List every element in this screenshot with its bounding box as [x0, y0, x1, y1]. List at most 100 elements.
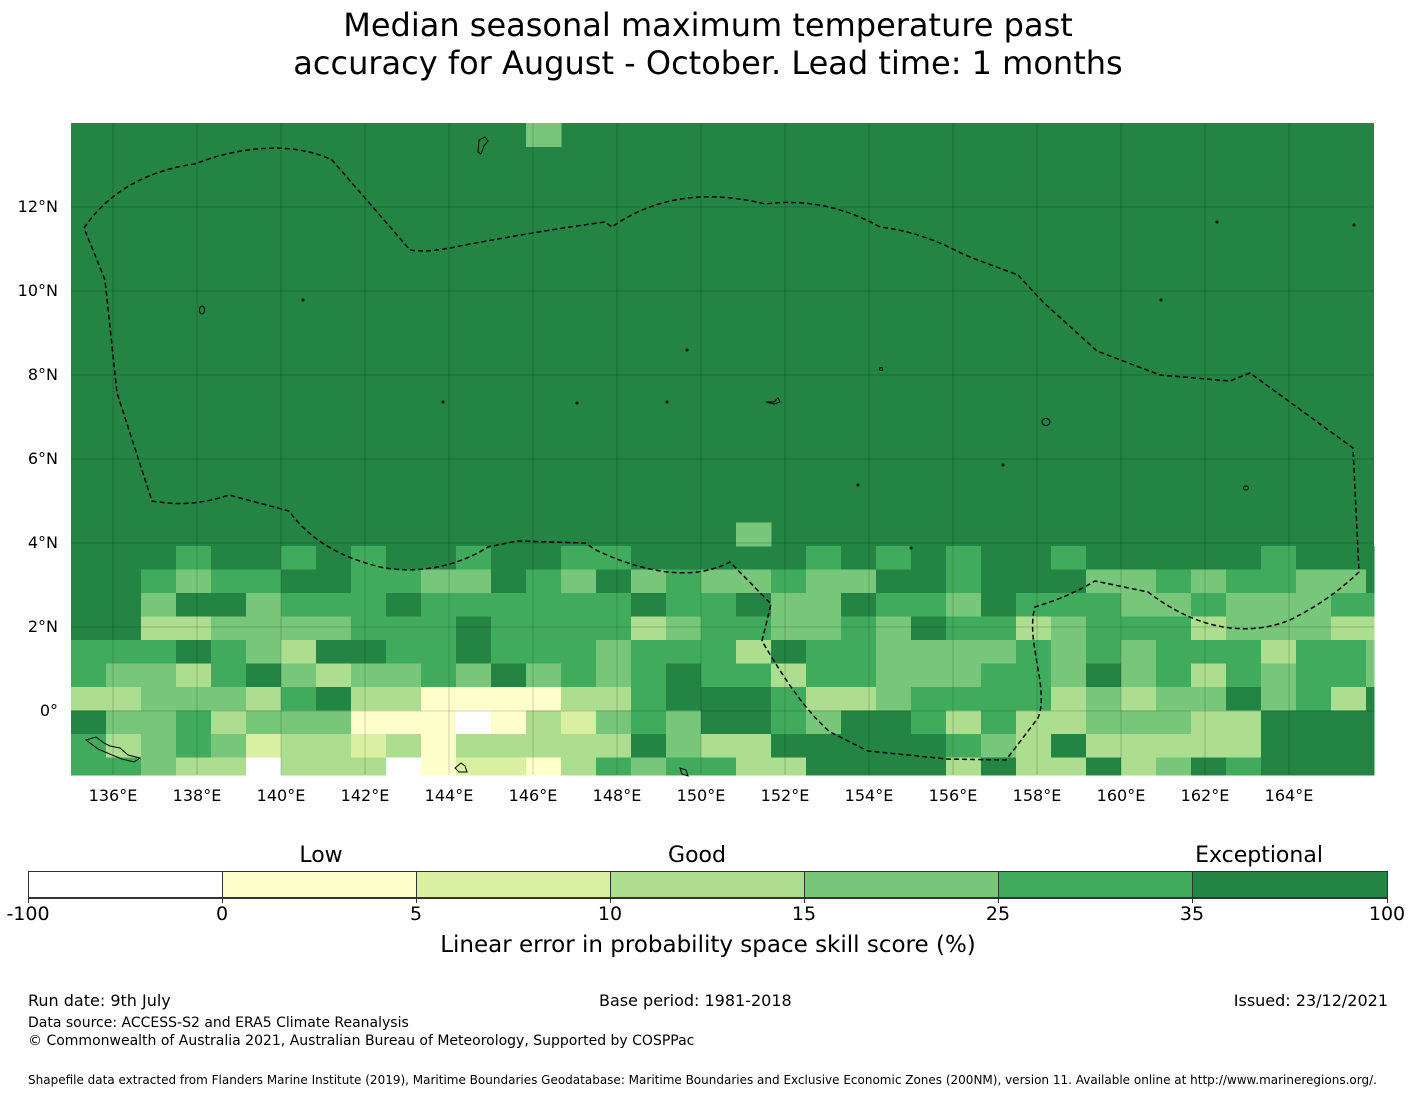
skill-cell: [666, 757, 702, 776]
skill-cell: [141, 569, 177, 594]
skill-cell: [736, 593, 772, 617]
skill-cell: [876, 546, 912, 570]
lat-label: 10°N: [17, 281, 58, 300]
colorbar-tick-label: 100: [1368, 903, 1406, 925]
skill-cell: [1261, 640, 1297, 664]
colorbar-swatch: [804, 871, 999, 898]
skill-cell: [666, 734, 702, 758]
skill-cell: [771, 616, 807, 641]
skill-cell: [526, 687, 562, 711]
skill-cell: [876, 569, 912, 594]
skill-cell: [841, 569, 877, 594]
skill-cell: [736, 710, 772, 735]
skill-cell: [1226, 757, 1262, 776]
skill-cell: [876, 757, 912, 776]
skill-cell: [386, 734, 422, 758]
skill-cell: [631, 734, 667, 758]
skill-cell: [1331, 546, 1367, 570]
lon-label: 144°E: [424, 786, 474, 805]
lon-label: 140°E: [256, 786, 306, 805]
skill-cell: [596, 710, 632, 735]
skill-cell: [176, 546, 212, 570]
colorbar-tick-label: 25: [985, 903, 1011, 925]
skill-cell: [1016, 663, 1052, 688]
skill-cell: [841, 734, 877, 758]
skill-cell: [1191, 710, 1227, 735]
skill-cell: [106, 710, 142, 735]
skill-cell: [701, 546, 737, 570]
skill-cell: [351, 710, 387, 735]
skill-cell: [1226, 734, 1262, 758]
skill-cell: [491, 546, 527, 570]
skill-cell: [631, 616, 667, 641]
skill-cell: [491, 687, 527, 711]
skill-cell: [421, 710, 457, 735]
skill-cell: [666, 616, 702, 641]
skill-cell: [596, 734, 632, 758]
skill-cell: [1121, 593, 1157, 617]
skill-cell: [631, 663, 667, 688]
skill-cell: [281, 616, 317, 641]
skill-cell: [386, 640, 422, 664]
skill-cell: [1261, 687, 1297, 711]
skill-cell: [981, 687, 1017, 711]
base-period: Base period: 1981-2018: [599, 991, 792, 1010]
legend-category-exceptional: Exceptional: [1195, 843, 1323, 868]
skill-cell: [666, 546, 702, 570]
skill-cell: [1121, 757, 1157, 776]
skill-cell: [806, 663, 842, 688]
skill-cell: [1261, 569, 1297, 594]
skill-cell: [316, 569, 352, 594]
skill-cell: [1331, 593, 1367, 617]
skill-cell: [1016, 546, 1052, 570]
skill-cell: [876, 663, 912, 688]
skill-cell: [1331, 640, 1367, 664]
skill-cell: [596, 593, 632, 617]
skill-cell: [1226, 687, 1262, 711]
skill-cell: [176, 593, 212, 617]
skill-cell: [526, 663, 562, 688]
skill-cell: [876, 710, 912, 735]
copyright: © Commonwealth of Australia 2021, Austra…: [28, 1033, 695, 1049]
skill-cell: [456, 569, 492, 594]
skill-cell: [211, 640, 247, 664]
skill-cell: [911, 640, 947, 664]
skill-cell: [421, 546, 457, 570]
skill-cell: [71, 593, 107, 617]
skill-cell: [736, 757, 772, 776]
skill-cell: [1156, 663, 1192, 688]
skill-cell: [701, 710, 737, 735]
skill-cell: [1156, 710, 1192, 735]
skill-cell: [211, 663, 247, 688]
skill-cell: [701, 687, 737, 711]
skill-cell: [1261, 734, 1297, 758]
skill-cell: [421, 616, 457, 641]
skill-cell: [1366, 663, 1375, 688]
issued-date: Issued: 23/12/2021: [1233, 991, 1388, 1010]
skill-cell: [1296, 663, 1332, 688]
skill-cell: [806, 687, 842, 711]
skill-cell: [246, 640, 282, 664]
skill-cell: [1086, 663, 1122, 688]
skill-cell: [736, 734, 772, 758]
colorbar-tick-label: -100: [6, 903, 50, 925]
skill-cell: [456, 687, 492, 711]
skill-cell: [491, 734, 527, 758]
skill-cell: [1366, 569, 1375, 594]
skill-cell: [1366, 640, 1375, 664]
skill-cell: [1366, 546, 1375, 570]
skill-cell: [281, 757, 317, 776]
skill-cell: [421, 663, 457, 688]
skill-cell: [981, 663, 1017, 688]
skill-cell: [596, 687, 632, 711]
skill-cell: [1331, 757, 1367, 776]
lat-label: 4°N: [27, 533, 58, 552]
skill-cell: [421, 593, 457, 617]
skill-cell: [1296, 687, 1332, 711]
skill-cell: [876, 616, 912, 641]
skill-cell: [911, 663, 947, 688]
skill-cell: [1261, 593, 1297, 617]
skill-cell: [981, 710, 1017, 735]
skill-cell: [141, 687, 177, 711]
skill-cell: [281, 640, 317, 664]
